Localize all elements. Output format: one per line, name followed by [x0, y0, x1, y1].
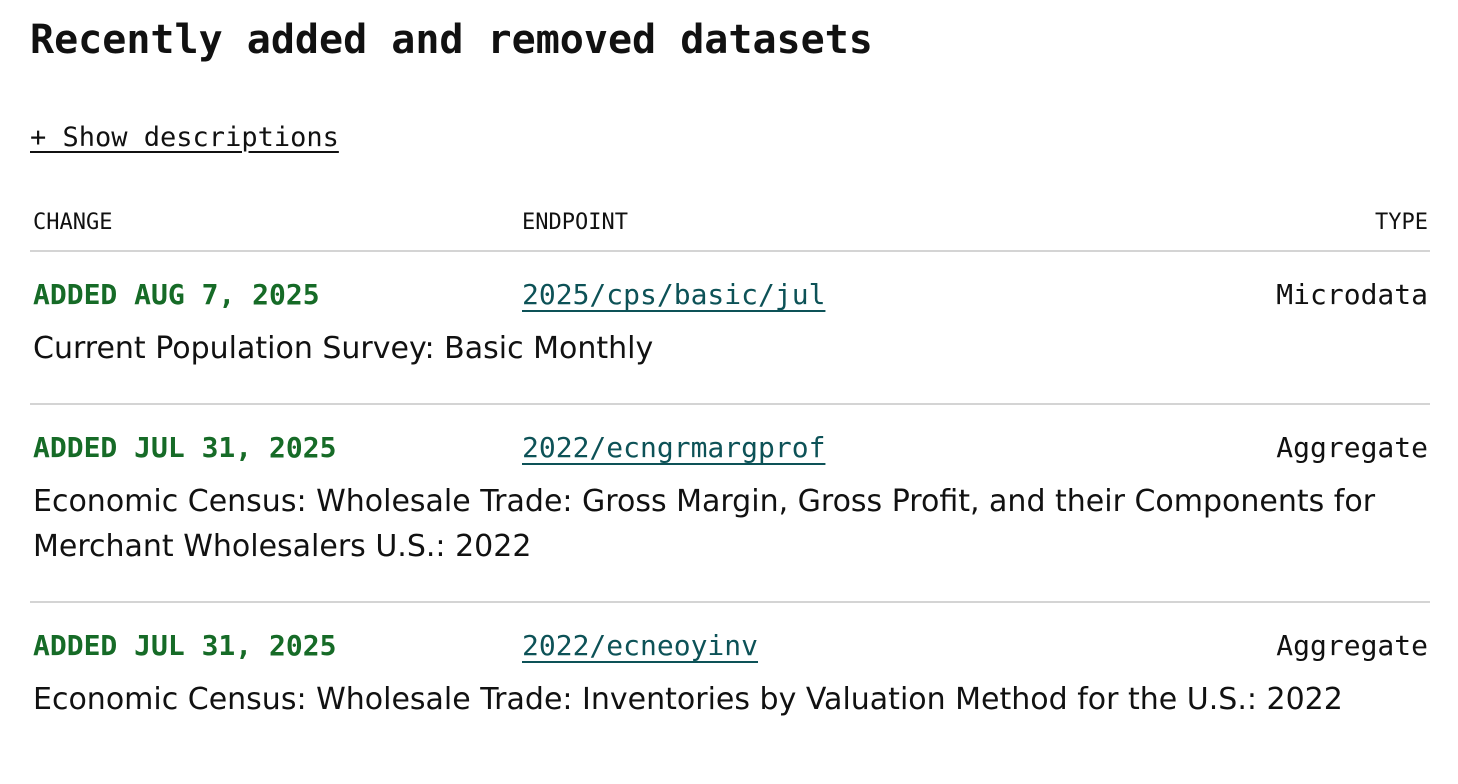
change-label: ADDED JUL 31, 2025: [33, 629, 337, 662]
endpoint-link[interactable]: 2025/cps/basic/jul: [522, 278, 826, 311]
header-type: TYPE: [1375, 210, 1428, 235]
table-row: ADDED JUL 31, 2025 2022/ecneoyinv Aggreg…: [30, 603, 1430, 754]
table-header: CHANGE ENDPOINT TYPE: [30, 200, 1430, 252]
endpoint-link[interactable]: 2022/ecneoyinv: [522, 629, 759, 662]
endpoint-link[interactable]: 2022/ecngrmargprof: [522, 431, 826, 464]
type-label: Aggregate: [1276, 629, 1428, 662]
table-row: ADDED JUL 31, 2025 2022/ecngrmargprof Ag…: [30, 405, 1430, 603]
type-label: Microdata: [1276, 278, 1428, 311]
show-descriptions-toggle[interactable]: + Show descriptions: [30, 120, 339, 156]
dataset-description: Economic Census: Wholesale Trade: Gross …: [33, 484, 1376, 564]
header-change: CHANGE: [33, 210, 113, 235]
dataset-description: Current Population Survey: Basic Monthly: [33, 331, 654, 366]
type-label: Aggregate: [1276, 431, 1428, 464]
header-endpoint: ENDPOINT: [522, 210, 628, 235]
datasets-table: CHANGE ENDPOINT TYPE ADDED AUG 7, 2025 2…: [30, 200, 1430, 754]
table-row: ADDED AUG 7, 2025 2025/cps/basic/jul Mic…: [30, 252, 1430, 405]
change-label: ADDED AUG 7, 2025: [33, 278, 320, 311]
dataset-description: Economic Census: Wholesale Trade: Invent…: [33, 682, 1343, 717]
page-title: Recently added and removed datasets: [30, 17, 873, 63]
change-label: ADDED JUL 31, 2025: [33, 431, 337, 464]
